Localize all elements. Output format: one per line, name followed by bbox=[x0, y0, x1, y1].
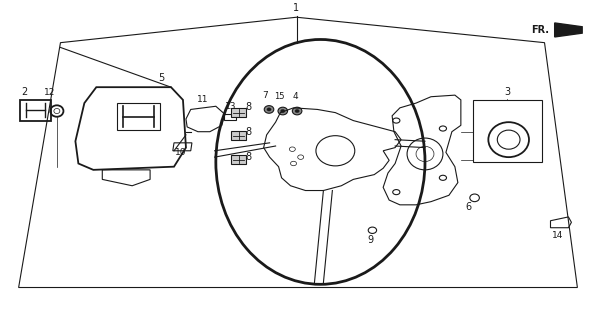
Text: 14: 14 bbox=[552, 231, 563, 240]
Text: 8: 8 bbox=[246, 151, 252, 162]
Text: 7: 7 bbox=[262, 91, 268, 100]
Text: 8: 8 bbox=[246, 102, 252, 112]
Text: FR.: FR. bbox=[531, 25, 549, 35]
Text: 15: 15 bbox=[274, 92, 285, 100]
Polygon shape bbox=[231, 155, 246, 164]
Polygon shape bbox=[231, 108, 246, 117]
Text: 1: 1 bbox=[294, 4, 300, 13]
Text: 6: 6 bbox=[465, 202, 471, 212]
Ellipse shape bbox=[295, 109, 300, 113]
Text: 12: 12 bbox=[44, 88, 55, 97]
Text: 10: 10 bbox=[176, 148, 187, 156]
Polygon shape bbox=[231, 131, 246, 140]
Text: 3: 3 bbox=[504, 87, 510, 97]
Text: 2: 2 bbox=[21, 87, 28, 97]
Ellipse shape bbox=[278, 107, 288, 115]
Text: 4: 4 bbox=[292, 92, 298, 100]
Ellipse shape bbox=[267, 108, 271, 111]
Text: 5: 5 bbox=[158, 73, 164, 83]
Text: 11: 11 bbox=[197, 95, 208, 104]
Text: 9: 9 bbox=[367, 235, 373, 245]
Polygon shape bbox=[555, 23, 582, 37]
Text: 13: 13 bbox=[225, 102, 237, 111]
Text: 8: 8 bbox=[246, 127, 252, 137]
Ellipse shape bbox=[292, 107, 302, 115]
Ellipse shape bbox=[264, 106, 274, 113]
Ellipse shape bbox=[281, 109, 285, 113]
